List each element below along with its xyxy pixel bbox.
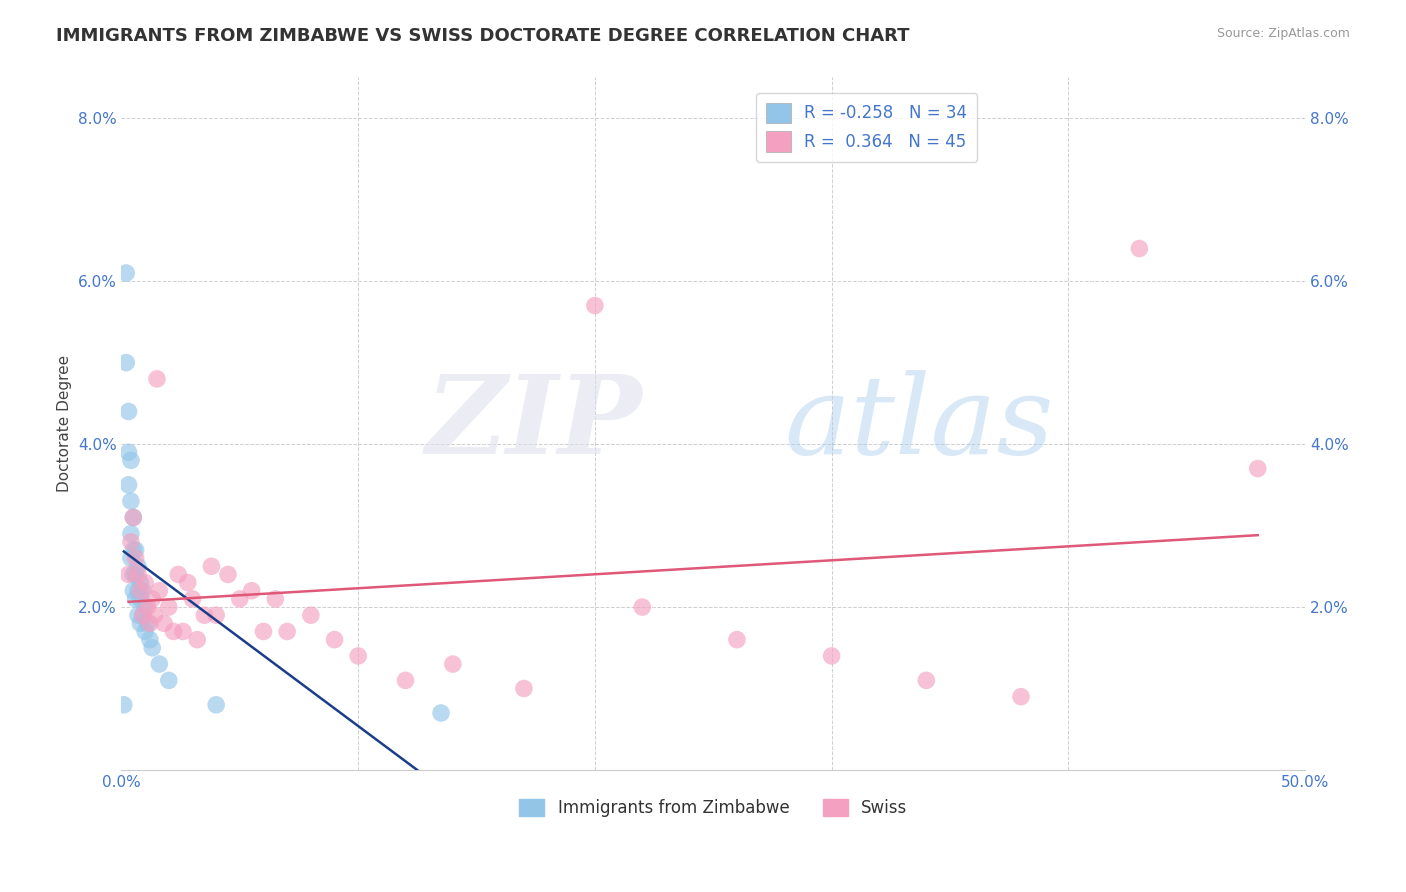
Point bbox=[129, 583, 152, 598]
Point bbox=[115, 356, 138, 370]
Point bbox=[252, 624, 274, 639]
Point bbox=[430, 706, 453, 720]
Point bbox=[153, 616, 176, 631]
Point bbox=[513, 681, 536, 696]
Point bbox=[124, 591, 146, 606]
Point bbox=[1128, 242, 1150, 256]
Point bbox=[347, 648, 370, 663]
Point bbox=[134, 624, 156, 639]
Point bbox=[129, 616, 152, 631]
Point bbox=[217, 567, 239, 582]
Point bbox=[117, 478, 139, 492]
Point bbox=[122, 567, 145, 582]
Point bbox=[146, 372, 169, 386]
Point bbox=[120, 534, 142, 549]
Point bbox=[129, 575, 152, 590]
Point bbox=[394, 673, 416, 688]
Point bbox=[583, 299, 606, 313]
Point bbox=[139, 616, 162, 631]
Point bbox=[205, 608, 228, 623]
Point bbox=[631, 600, 654, 615]
Point bbox=[240, 583, 263, 598]
Point bbox=[122, 510, 145, 524]
Point bbox=[143, 608, 166, 623]
Point bbox=[725, 632, 748, 647]
Point bbox=[141, 591, 163, 606]
Point bbox=[323, 632, 346, 647]
Point bbox=[134, 575, 156, 590]
Point bbox=[181, 591, 204, 606]
Point bbox=[167, 567, 190, 582]
Text: Source: ZipAtlas.com: Source: ZipAtlas.com bbox=[1216, 27, 1350, 40]
Point bbox=[229, 591, 252, 606]
Point bbox=[141, 640, 163, 655]
Point bbox=[117, 445, 139, 459]
Point bbox=[264, 591, 287, 606]
Point bbox=[120, 551, 142, 566]
Text: atlas: atlas bbox=[785, 370, 1054, 477]
Point bbox=[120, 526, 142, 541]
Point bbox=[157, 600, 180, 615]
Y-axis label: Doctorate Degree: Doctorate Degree bbox=[58, 355, 72, 492]
Point bbox=[127, 583, 149, 598]
Point bbox=[915, 673, 938, 688]
Point bbox=[134, 600, 156, 615]
Point bbox=[299, 608, 322, 623]
Point bbox=[186, 632, 208, 647]
Point bbox=[276, 624, 298, 639]
Point bbox=[124, 543, 146, 558]
Point bbox=[177, 575, 200, 590]
Point bbox=[115, 266, 138, 280]
Point bbox=[122, 583, 145, 598]
Point bbox=[136, 600, 159, 615]
Point bbox=[441, 657, 464, 671]
Point bbox=[157, 673, 180, 688]
Point bbox=[200, 559, 222, 574]
Point bbox=[124, 551, 146, 566]
Point bbox=[120, 494, 142, 508]
Text: ZIP: ZIP bbox=[426, 370, 643, 477]
Point bbox=[193, 608, 215, 623]
Point bbox=[139, 632, 162, 647]
Point bbox=[120, 453, 142, 467]
Point bbox=[112, 698, 135, 712]
Point bbox=[162, 624, 184, 639]
Point bbox=[1247, 461, 1270, 475]
Point bbox=[127, 608, 149, 623]
Point bbox=[136, 616, 159, 631]
Point bbox=[820, 648, 842, 663]
Point bbox=[127, 559, 149, 574]
Point bbox=[122, 510, 145, 524]
Point bbox=[148, 583, 170, 598]
Point bbox=[132, 608, 155, 623]
Point bbox=[127, 567, 149, 582]
Point bbox=[132, 608, 155, 623]
Point bbox=[132, 583, 155, 598]
Point bbox=[117, 404, 139, 418]
Point bbox=[1010, 690, 1032, 704]
Legend: Immigrants from Zimbabwe, Swiss: Immigrants from Zimbabwe, Swiss bbox=[513, 792, 914, 824]
Point bbox=[172, 624, 194, 639]
Point bbox=[205, 698, 228, 712]
Point bbox=[117, 567, 139, 582]
Point bbox=[148, 657, 170, 671]
Point bbox=[129, 591, 152, 606]
Point bbox=[122, 543, 145, 558]
Point bbox=[124, 567, 146, 582]
Text: IMMIGRANTS FROM ZIMBABWE VS SWISS DOCTORATE DEGREE CORRELATION CHART: IMMIGRANTS FROM ZIMBABWE VS SWISS DOCTOR… bbox=[56, 27, 910, 45]
